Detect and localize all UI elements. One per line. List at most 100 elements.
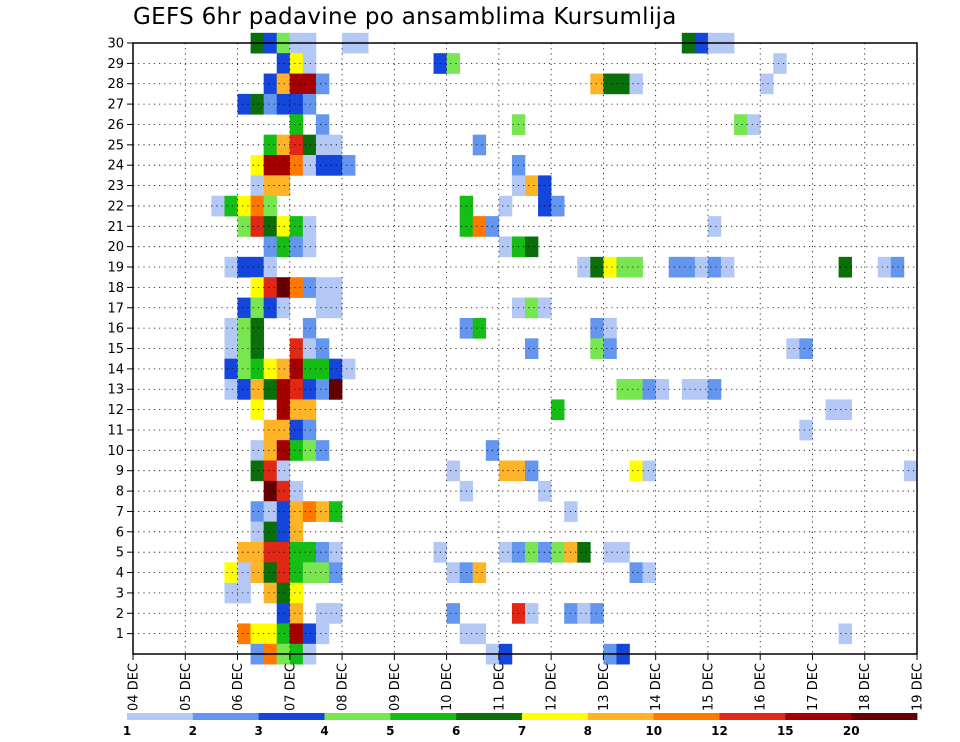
heatmap-cell xyxy=(276,93,291,115)
heatmap-cell xyxy=(302,358,317,380)
heatmap-cell xyxy=(603,73,617,95)
heatmap-cell xyxy=(250,460,264,482)
heatmap-cell xyxy=(263,501,278,522)
heatmap-cell xyxy=(237,379,251,400)
heatmap-cell xyxy=(302,419,317,441)
heatmap-cell xyxy=(616,256,630,278)
heatmap-cell xyxy=(250,541,264,563)
heatmap-cell xyxy=(250,195,264,217)
y-tick-label: 20 xyxy=(107,240,124,255)
y-tick-label: 6 xyxy=(116,525,124,540)
heatmap-cell xyxy=(747,114,761,135)
legend-label: 4 xyxy=(320,724,328,738)
legend-swatch xyxy=(324,713,391,720)
heatmap-cell xyxy=(263,521,278,543)
y-tick-label: 17 xyxy=(107,301,124,316)
heatmap-cell xyxy=(838,256,852,278)
heatmap-cell xyxy=(250,93,264,115)
heatmap-cell xyxy=(276,501,291,522)
heatmap-cell xyxy=(263,480,278,502)
heatmap-cell xyxy=(590,73,604,95)
heatmap-cell xyxy=(498,236,513,258)
heatmap-cell xyxy=(329,358,343,380)
heatmap-cell xyxy=(786,338,800,359)
heatmap-cell xyxy=(642,460,656,482)
chart-title: GEFS 6hr padavine po ansamblima Kursumli… xyxy=(133,4,677,30)
heatmap-cell xyxy=(329,541,343,563)
heatmap-cell xyxy=(302,216,317,237)
x-tick-label: 06 DEC xyxy=(231,663,246,711)
heatmap-cell xyxy=(237,338,251,359)
heatmap-cell xyxy=(276,562,291,584)
heatmap-cell xyxy=(250,440,264,461)
heatmap-cell xyxy=(302,236,317,258)
legend-swatch xyxy=(192,713,260,720)
x-tick-label: 14 DEC xyxy=(649,663,664,711)
heatmap-cell xyxy=(681,379,696,400)
heatmap-cell xyxy=(263,297,278,319)
heatmap-cell xyxy=(329,603,343,624)
heatmap-cell xyxy=(590,317,604,339)
heatmap-cell xyxy=(315,338,330,359)
heatmap-cell xyxy=(237,216,251,237)
heatmap-cell xyxy=(577,603,591,624)
heatmap-cell xyxy=(551,195,565,217)
y-tick-label: 4 xyxy=(116,566,124,581)
heatmap-cell xyxy=(289,277,304,298)
heatmap-cell xyxy=(263,73,278,95)
heatmap-cell xyxy=(498,541,513,563)
x-tick-label: 16 DEC xyxy=(754,663,769,711)
heatmap-cell xyxy=(250,256,264,278)
heatmap-cell xyxy=(342,358,356,380)
heatmap-cell xyxy=(237,297,251,319)
y-tick-label: 9 xyxy=(116,464,124,479)
y-tick-label: 25 xyxy=(107,138,124,153)
heatmap-cell xyxy=(302,277,317,298)
y-tick-label: 26 xyxy=(107,118,124,133)
heatmap-cell xyxy=(237,93,251,115)
heatmap-cell xyxy=(734,114,748,135)
y-tick-label: 1 xyxy=(116,627,124,642)
heatmap-cell xyxy=(472,216,487,237)
heatmap-cell xyxy=(629,562,643,584)
heatmap-cell xyxy=(250,216,264,237)
heatmap-cell xyxy=(329,134,343,156)
heatmap-cell xyxy=(342,155,356,176)
heatmap-cell xyxy=(237,562,251,584)
heatmap-cell xyxy=(263,562,278,584)
y-tick-label: 29 xyxy=(107,57,124,72)
y-tick-label: 3 xyxy=(116,586,124,601)
heatmap-cell xyxy=(224,195,238,217)
heatmap-cell xyxy=(525,236,539,258)
heatmap-cell xyxy=(315,379,330,400)
heatmap-cell xyxy=(276,419,291,441)
x-tick-label: 13 DEC xyxy=(597,663,612,711)
x-tick-label: 07 DEC xyxy=(283,663,298,711)
heatmap-cell xyxy=(276,460,291,482)
heatmap-cell xyxy=(224,317,238,339)
heatmap-cell xyxy=(289,53,304,74)
heatmap-cell xyxy=(263,155,278,176)
heatmap-cell xyxy=(315,562,330,584)
heatmap-cell xyxy=(472,623,487,645)
y-tick-label: 5 xyxy=(116,546,124,561)
heatmap-cell xyxy=(603,338,617,359)
y-tick-label: 2 xyxy=(116,607,124,622)
heatmap-cell xyxy=(329,501,343,522)
heatmap-cell xyxy=(903,460,918,482)
heatmap-cell xyxy=(302,399,317,421)
heatmap-cell xyxy=(250,277,264,298)
heatmap-cell xyxy=(525,338,539,359)
heatmap-cell xyxy=(289,134,304,156)
heatmap-cell xyxy=(315,623,330,645)
heatmap-cell xyxy=(577,541,591,563)
y-tick-label: 15 xyxy=(107,342,124,357)
heatmap-cell xyxy=(551,541,565,563)
y-tick-label: 14 xyxy=(107,362,124,377)
heatmap-cell xyxy=(289,440,304,461)
heatmap-cell xyxy=(276,480,291,502)
heatmap-cell xyxy=(276,134,291,156)
x-tick-label: 17 DEC xyxy=(806,663,821,711)
heatmap-cell xyxy=(315,501,330,522)
heatmap-cell xyxy=(302,440,317,461)
